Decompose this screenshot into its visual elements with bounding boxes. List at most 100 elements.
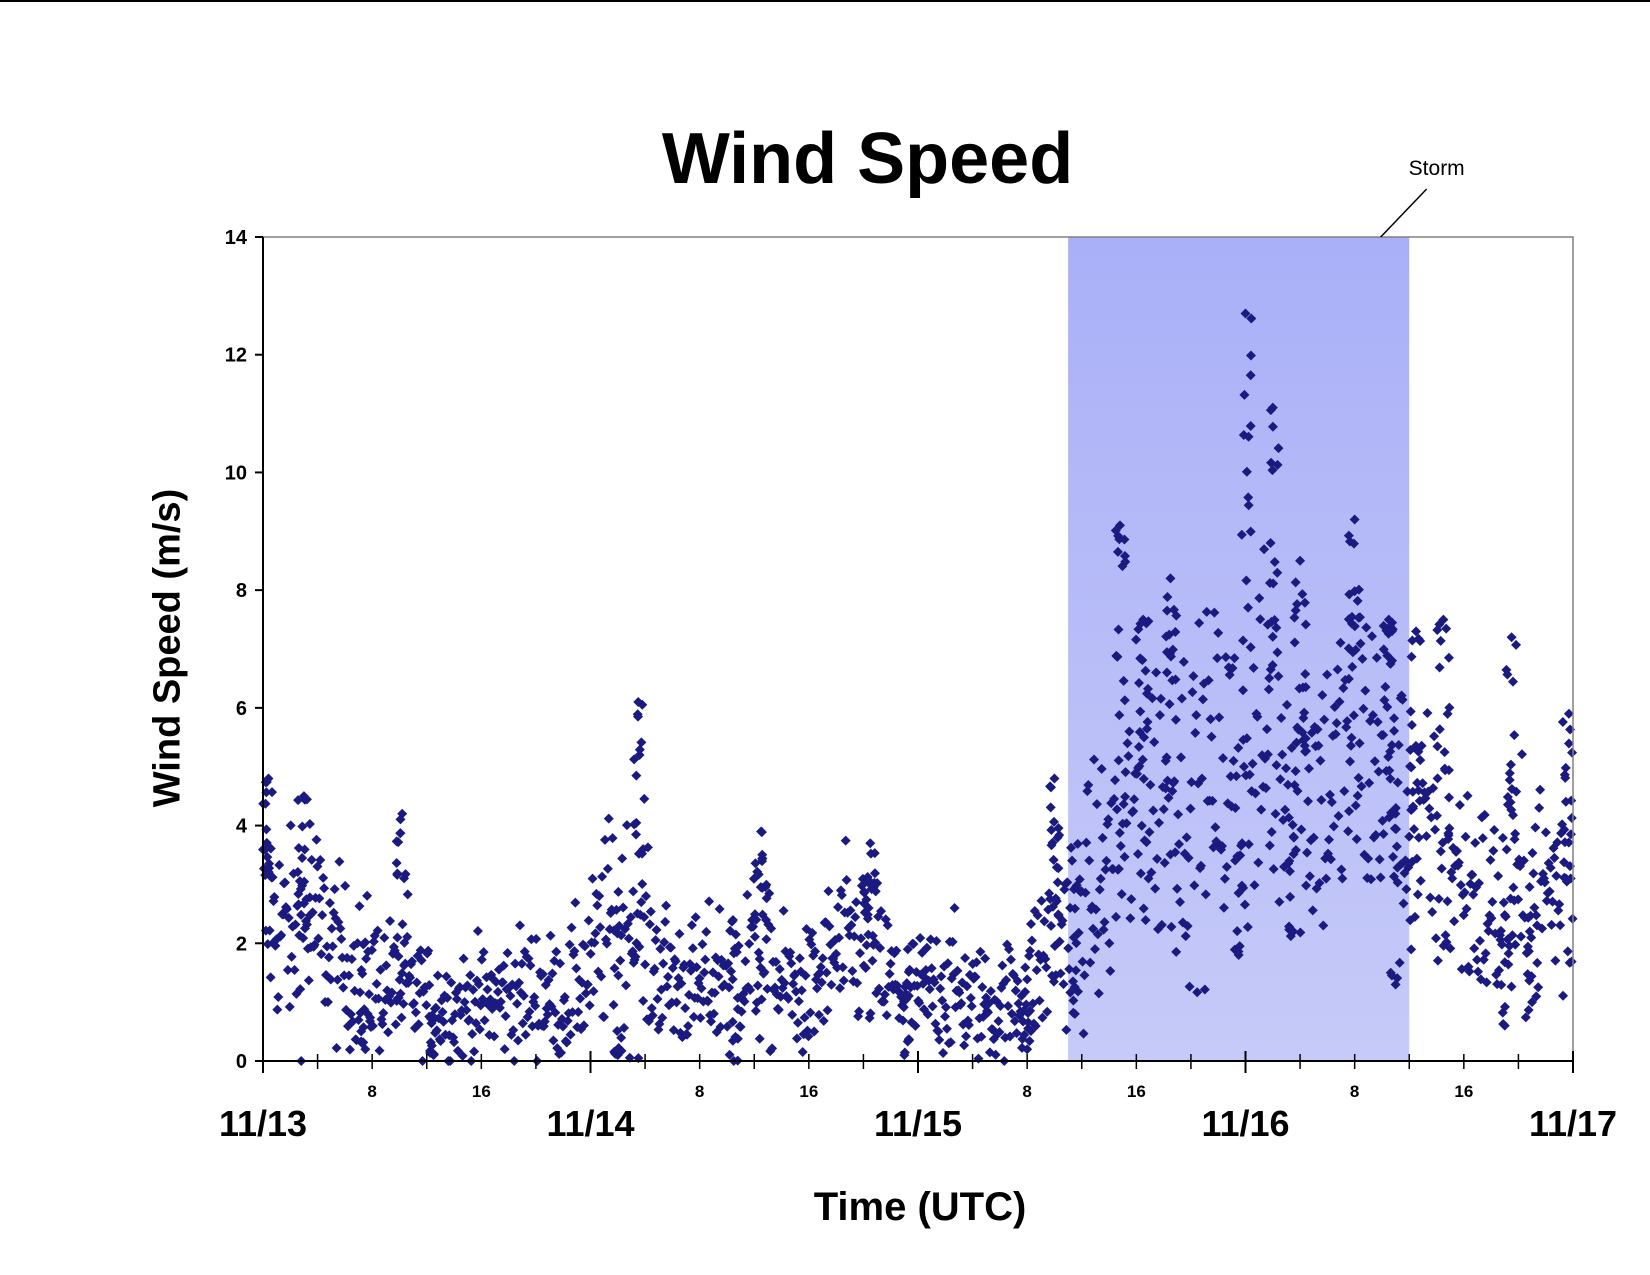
x-hour-tick-label: 8 bbox=[1350, 1082, 1359, 1101]
data-point bbox=[1562, 946, 1573, 957]
data-point bbox=[432, 970, 443, 981]
data-point bbox=[1516, 749, 1527, 760]
data-point bbox=[837, 962, 848, 973]
data-point bbox=[326, 923, 337, 934]
data-point bbox=[327, 941, 338, 952]
data-point bbox=[1026, 935, 1037, 946]
data-point bbox=[272, 1004, 283, 1015]
data-point bbox=[318, 872, 329, 883]
data-point bbox=[1460, 831, 1471, 842]
data-point bbox=[1052, 877, 1063, 888]
data-point bbox=[303, 975, 314, 986]
data-point bbox=[674, 928, 685, 939]
data-point bbox=[551, 946, 562, 957]
data-point bbox=[823, 886, 834, 897]
peak-data-point bbox=[639, 793, 650, 804]
data-point bbox=[1025, 919, 1036, 930]
x-day-tick-label: 11/14 bbox=[546, 1103, 634, 1144]
data-point bbox=[687, 943, 698, 954]
x-hour-tick-label: 8 bbox=[695, 1082, 704, 1101]
data-point bbox=[786, 958, 797, 969]
data-point bbox=[1546, 919, 1557, 930]
data-point bbox=[410, 1007, 421, 1018]
data-point bbox=[1527, 848, 1538, 859]
data-point bbox=[597, 871, 608, 882]
data-point bbox=[1488, 845, 1499, 856]
data-point bbox=[613, 886, 624, 897]
data-point bbox=[1435, 846, 1446, 857]
peak-data-point bbox=[1506, 632, 1517, 643]
data-point bbox=[1528, 868, 1539, 879]
peak-data-point bbox=[1045, 802, 1056, 813]
data-point bbox=[701, 926, 712, 937]
data-point bbox=[881, 1010, 892, 1021]
data-point bbox=[500, 1011, 511, 1022]
data-point bbox=[644, 919, 655, 930]
data-point bbox=[1506, 981, 1517, 992]
data-point bbox=[1449, 916, 1460, 927]
peak-data-point bbox=[1444, 792, 1455, 803]
data-point bbox=[787, 1009, 798, 1020]
data-point bbox=[1485, 855, 1496, 866]
data-point bbox=[479, 1015, 490, 1026]
data-point bbox=[1433, 893, 1444, 904]
data-point bbox=[663, 971, 674, 982]
data-point bbox=[1535, 784, 1546, 795]
data-point bbox=[385, 915, 396, 926]
data-point bbox=[1558, 990, 1569, 1001]
data-point bbox=[397, 919, 408, 930]
data-point bbox=[469, 1046, 480, 1057]
x-day-tick-label: 11/16 bbox=[1201, 1103, 1289, 1144]
storm-annotation-leader bbox=[1380, 188, 1428, 238]
data-point bbox=[1442, 896, 1453, 907]
peak-data-point bbox=[392, 932, 403, 943]
data-point bbox=[421, 1000, 432, 1011]
peak-data-point bbox=[1507, 676, 1518, 687]
data-point bbox=[499, 1044, 510, 1055]
data-point bbox=[1430, 824, 1441, 835]
data-point bbox=[1439, 747, 1450, 758]
data-point bbox=[1041, 962, 1052, 973]
data-point bbox=[884, 968, 895, 979]
data-point bbox=[661, 900, 672, 911]
data-point bbox=[1540, 827, 1551, 838]
data-point bbox=[940, 1011, 951, 1022]
data-point bbox=[927, 1001, 938, 1012]
data-point bbox=[566, 922, 577, 933]
peak-data-point bbox=[1412, 777, 1423, 788]
data-point bbox=[599, 1011, 610, 1022]
peak-data-point bbox=[1511, 639, 1522, 650]
peak-data-point bbox=[1434, 662, 1445, 673]
data-point bbox=[851, 897, 862, 908]
data-point bbox=[697, 939, 708, 950]
data-point bbox=[1022, 974, 1033, 985]
peak-data-point bbox=[1432, 773, 1443, 784]
data-point bbox=[822, 1005, 833, 1016]
data-point bbox=[665, 942, 676, 953]
data-point bbox=[458, 953, 469, 964]
data-point bbox=[311, 834, 322, 845]
data-point bbox=[492, 986, 503, 997]
data-point bbox=[289, 965, 300, 976]
data-point bbox=[545, 930, 556, 941]
data-point bbox=[761, 934, 772, 945]
data-point bbox=[354, 901, 365, 912]
chart-title: Wind Speed bbox=[661, 119, 1074, 199]
data-point bbox=[603, 813, 614, 824]
y-tick-label: 12 bbox=[225, 345, 247, 367]
data-point bbox=[274, 860, 285, 871]
data-point bbox=[1031, 965, 1042, 976]
data-point bbox=[379, 932, 390, 943]
peak-data-point bbox=[1049, 773, 1060, 784]
data-point bbox=[658, 958, 669, 969]
data-point bbox=[317, 910, 328, 921]
x-axis-label: Time (UTC) bbox=[813, 1185, 1027, 1229]
peak-data-point bbox=[267, 787, 278, 798]
data-point bbox=[465, 970, 476, 981]
data-point bbox=[285, 820, 296, 831]
data-point bbox=[652, 993, 663, 1004]
peak-data-point bbox=[1557, 716, 1568, 727]
data-point bbox=[608, 999, 619, 1010]
data-point bbox=[797, 1046, 808, 1057]
